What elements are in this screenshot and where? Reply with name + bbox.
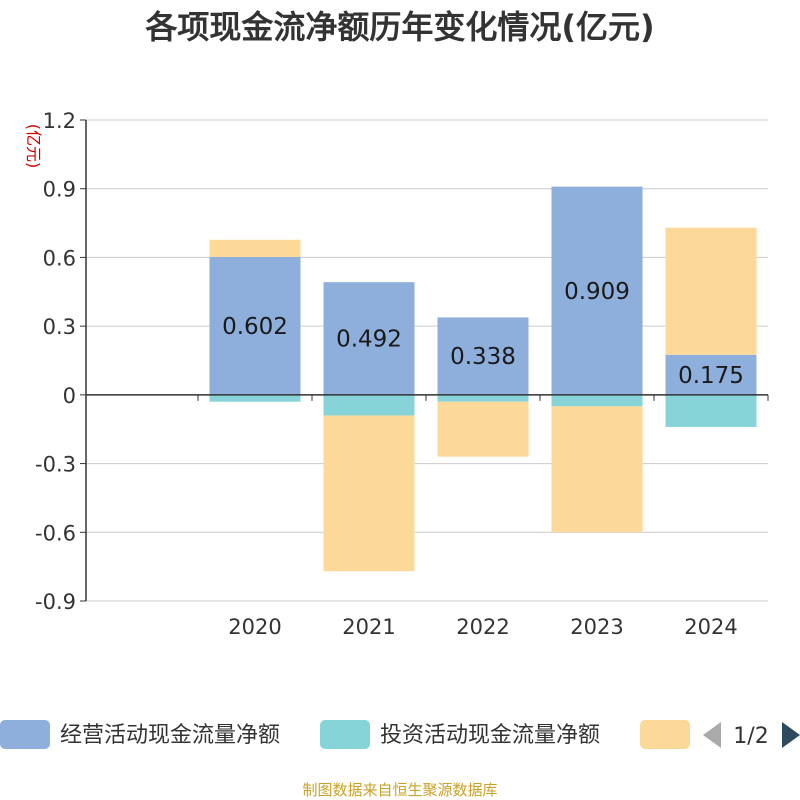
bar-2020-series-3 bbox=[209, 239, 301, 257]
gridlines bbox=[86, 119, 768, 602]
bar-labels: 0.602 0.492 0.338 0.909 0.175 bbox=[222, 279, 744, 389]
y-tick-label: -0.3 bbox=[35, 453, 76, 477]
x-tick-label: 2021 bbox=[342, 615, 395, 639]
bar-2020-series-1 bbox=[209, 256, 301, 395]
bar-value-label: 0.602 bbox=[222, 314, 288, 340]
chart-title: 各项现金流净额历年变化情况(亿元) bbox=[145, 8, 654, 46]
axes bbox=[85, 120, 769, 601]
bar-2021-series-3 bbox=[323, 415, 415, 572]
bar-value-label: 0.175 bbox=[678, 363, 744, 389]
legend: 经营活动现金流量净额 投资活动现金流量净额 bbox=[0, 720, 690, 749]
bar-2022-series-3 bbox=[437, 401, 529, 457]
y-tick-label: 0.9 bbox=[43, 178, 76, 202]
legend-pager: 1/2 bbox=[703, 722, 800, 749]
y-axis-ticks: 1.2 0.9 0.6 0.3 0 -0.3 -0.6 -0.9 bbox=[35, 109, 86, 614]
bar-2024-series-2 bbox=[665, 394, 757, 427]
bar-value-label: 0.492 bbox=[336, 327, 402, 353]
bar-2023-series-1 bbox=[551, 186, 643, 395]
bar-2021-series-1 bbox=[323, 282, 415, 395]
bar-value-label: 0.909 bbox=[564, 279, 630, 305]
x-tick-label: 2024 bbox=[684, 615, 737, 639]
bar-2023-series-2 bbox=[551, 394, 643, 407]
x-tick-label: 2022 bbox=[456, 615, 509, 639]
x-tick-label: 2020 bbox=[228, 615, 281, 639]
y-tick-label: 0.6 bbox=[43, 246, 76, 270]
legend-swatch-1[interactable] bbox=[0, 720, 50, 749]
data-source: 制图数据来自恒生聚源数据库 bbox=[302, 781, 497, 799]
legend-swatch-3[interactable] bbox=[640, 720, 690, 749]
bar-2022-series-2 bbox=[437, 394, 529, 402]
y-tick-label: -0.9 bbox=[35, 590, 76, 614]
y-tick-label: 1.2 bbox=[43, 109, 76, 133]
legend-next-arrow-icon[interactable] bbox=[782, 722, 800, 748]
y-tick-label: -0.6 bbox=[35, 521, 76, 545]
legend-prev-arrow-icon[interactable] bbox=[703, 722, 721, 748]
y-tick-label: 0.3 bbox=[43, 315, 76, 339]
y-axis-unit: (亿元) bbox=[24, 124, 43, 169]
x-axis-ticks: 2020 2021 2022 2023 2024 bbox=[228, 615, 737, 639]
bar-2022-series-1 bbox=[437, 317, 529, 395]
bar-2024-series-1 bbox=[665, 354, 757, 395]
bar-2021-series-2 bbox=[323, 394, 415, 416]
bars bbox=[209, 186, 757, 572]
legend-label-2[interactable]: 投资活动现金流量净额 bbox=[380, 723, 600, 748]
bar-value-label: 0.338 bbox=[450, 344, 516, 370]
bar-2020-series-2 bbox=[209, 394, 301, 402]
bar-2023-series-3 bbox=[551, 406, 643, 533]
legend-page-indicator: 1/2 bbox=[733, 724, 768, 749]
y-tick-label: 0 bbox=[63, 384, 76, 408]
x-tick-label: 2023 bbox=[570, 615, 623, 639]
legend-swatch-2[interactable] bbox=[320, 720, 370, 749]
legend-label-1[interactable]: 经营活动现金流量净额 bbox=[60, 723, 280, 748]
bar-2024-series-3 bbox=[665, 227, 757, 355]
